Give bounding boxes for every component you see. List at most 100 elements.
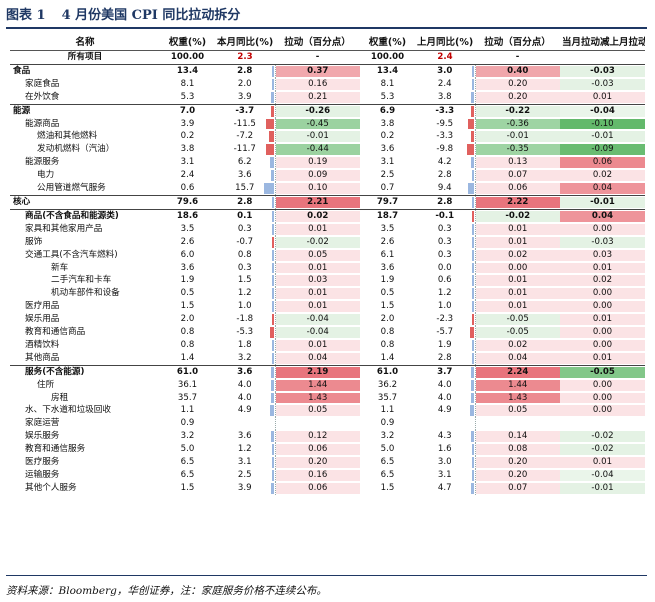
yoy-current: 4.9	[215, 404, 276, 418]
yoy-current-value: -0.7	[236, 236, 254, 247]
row-name: 在外饮食	[25, 91, 60, 102]
weight-previous: 1.4	[380, 352, 395, 363]
yoy-previous-bar	[471, 275, 474, 287]
weight-current: 0.9	[180, 418, 195, 429]
yoy-current-bar	[270, 327, 274, 338]
yoy-previous-bar	[471, 288, 474, 300]
pull-diff-value: -0.01	[591, 131, 614, 142]
title-rule	[6, 27, 647, 29]
table-row: 教育和通信商品 0.8 -5.3 -0.04 0.8 -5.7 -0.05 0.00	[10, 326, 645, 339]
pull-previous: -0.05	[475, 326, 560, 339]
pull-previous: -0.05	[475, 313, 560, 326]
yoy-previous-value: 4.3	[437, 431, 452, 442]
pull-diff-value: -0.02	[591, 431, 614, 442]
pull-previous-bar	[475, 157, 560, 169]
pull-diff-bar	[560, 470, 645, 481]
pull-current-bar	[275, 91, 360, 103]
pull-diff: 0.06	[560, 156, 645, 169]
pull-previous: -0.35	[475, 143, 560, 156]
table-row: 住所 36.1 4.0 1.44 36.2 4.0 1.44 0.00	[10, 378, 645, 392]
table-row: 其他个人服务 1.5 3.9 0.06 1.5 4.7 0.07 -0.01	[10, 481, 645, 495]
yoy-current: 3.6	[215, 169, 276, 183]
pull-previous-bar	[475, 65, 560, 77]
table-row: 电力 2.4 3.6 0.09 2.5 2.8 0.07 0.02	[10, 169, 645, 183]
pull-diff-value: -0.03	[591, 236, 614, 247]
pull-diff-value: 0.04	[592, 183, 613, 194]
yoy-current-bar	[270, 405, 274, 417]
header-pull-current: 拉动（百分点）	[275, 36, 360, 51]
pull-previous-bar	[475, 262, 560, 274]
yoy-current: 4.0	[215, 391, 276, 405]
yoy-previous-value: 3.0	[437, 65, 453, 76]
pull-diff-bar	[560, 183, 645, 194]
total-weight-current: 100.00	[160, 50, 215, 65]
yoy-previous: -3.3	[415, 130, 476, 144]
pull-current-bar	[275, 249, 360, 261]
pull-previous-bar	[475, 288, 560, 300]
pull-diff-bar	[560, 444, 645, 456]
yoy-previous-value: 1.6	[437, 444, 452, 455]
table-row: 水、下水道和垃圾回收 1.1 4.9 0.05 1.1 4.9 0.05 0.00	[10, 404, 645, 418]
weight-current: 0.6	[180, 183, 195, 194]
yoy-current: 3.1	[215, 456, 276, 469]
yoy-current-value: 4.9	[237, 405, 252, 416]
pull-previous: 1.44	[475, 379, 560, 392]
weight-previous: 0.9	[380, 418, 395, 429]
yoy-current: 3.6	[215, 364, 276, 379]
yoy-previous-bar	[471, 131, 474, 143]
table-row: 房租 35.7 4.0 1.43 35.7 4.0 1.43 0.00	[10, 391, 645, 405]
cpi-contribution-table: 名称 权重(%) 本月同比(%) 拉动（百分点） 权重(%) 上月同比(%) 拉…	[10, 36, 645, 495]
yoy-previous-value: 0.6	[437, 275, 452, 286]
yoy-previous: 4.2	[415, 156, 476, 170]
weight-previous: 3.2	[380, 431, 395, 442]
yoy-current-bar	[271, 444, 274, 456]
weight-previous: 13.4	[360, 63, 415, 78]
yoy-previous: 1.9	[415, 338, 476, 352]
pull-previous-bar	[475, 170, 560, 182]
yoy-previous-value: -2.3	[436, 314, 454, 325]
weight-previous: 6.9	[360, 103, 415, 118]
pull-diff-bar	[560, 352, 645, 364]
pull-diff-value: -0.01	[591, 482, 614, 493]
table-row: 酒精饮料 0.8 1.8 0.01 0.8 1.9 0.02 0.00	[10, 338, 645, 352]
pull-current-bar	[275, 131, 360, 143]
pull-current-value: 0.37	[307, 65, 329, 76]
yoy-current-bar	[271, 339, 274, 351]
pull-current: 0.04	[275, 352, 360, 365]
pull-previous-bar	[475, 78, 560, 90]
pull-current-bar	[275, 157, 360, 169]
pull-current-bar	[275, 78, 360, 90]
yoy-current-value: -7.2	[236, 131, 254, 142]
yoy-previous-value: 0.3	[437, 249, 452, 260]
weight-previous: 2.5	[380, 170, 395, 181]
yoy-previous: -3.3	[415, 103, 476, 118]
yoy-current-value: 2.8	[237, 65, 253, 76]
table-row: 商品(不含食品和能源类) 18.6 0.1 0.02 18.7 -0.1 -0.02 0.04	[10, 208, 645, 223]
pull-previous: 0.20	[475, 469, 560, 482]
yoy-previous: 2.4	[415, 77, 476, 91]
yoy-current-bar	[271, 288, 274, 300]
pull-diff-value: 0.00	[592, 288, 613, 299]
yoy-current-bar	[271, 301, 274, 313]
yoy-current-value: 1.0	[237, 301, 252, 312]
yoy-previous: 4.0	[415, 378, 476, 392]
pull-current-value: 0.21	[308, 91, 328, 102]
yoy-previous-bar	[471, 392, 474, 404]
yoy-current-value: 3.2	[237, 352, 252, 363]
pull-current: 0.20	[275, 456, 360, 469]
pull-current-bar	[275, 339, 360, 351]
pull-diff-bar	[560, 210, 645, 222]
header-weight-previous: 权重(%)	[360, 36, 415, 51]
pull-current: -0.01	[275, 130, 360, 143]
yoy-previous-bar	[471, 366, 474, 378]
pull-diff: 0.01	[560, 352, 645, 365]
pull-diff-bar	[560, 366, 645, 378]
yoy-previous: 4.3	[415, 430, 476, 444]
pull-current: 0.12	[275, 430, 360, 443]
table-row: 新车 3.6 0.3 0.01 3.6 0.0 0.00 0.01	[10, 261, 645, 275]
yoy-current: 3.6	[215, 430, 276, 444]
pull-current-bar	[275, 444, 360, 456]
figure-title: 图表 1 4 月份美国 CPI 同比拉动拆分	[6, 4, 240, 23]
yoy-current-bar	[271, 379, 274, 391]
yoy-current-value: 3.9	[237, 482, 252, 493]
